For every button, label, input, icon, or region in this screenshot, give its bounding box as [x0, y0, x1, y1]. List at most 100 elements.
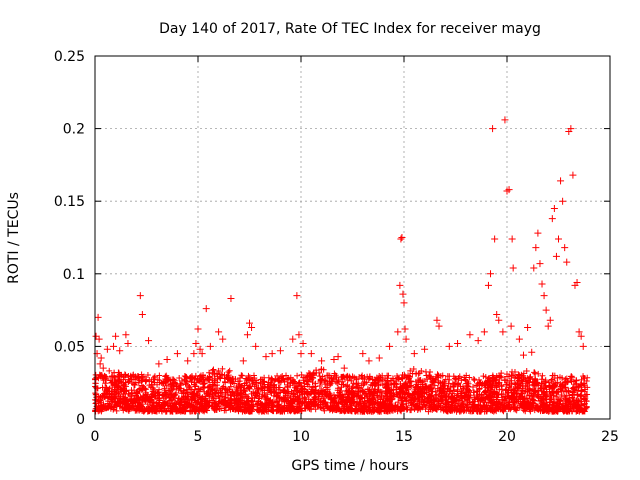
y-tick-label: 0.05: [54, 339, 85, 355]
data-point: [136, 292, 144, 300]
data-point: [557, 177, 565, 185]
data-point: [299, 339, 307, 347]
data-point: [190, 350, 198, 358]
data-point: [567, 125, 575, 133]
data-point: [202, 305, 210, 313]
data-point: [505, 186, 513, 194]
data-point: [103, 345, 111, 353]
data-point: [487, 270, 495, 278]
data-point: [577, 332, 585, 340]
data-point: [268, 350, 276, 358]
y-tick-label: 0.15: [54, 194, 85, 210]
data-point: [145, 337, 153, 345]
data-point: [484, 281, 492, 289]
data-point: [112, 332, 120, 340]
data-point: [542, 306, 550, 314]
data-point: [569, 171, 577, 179]
data-point: [297, 350, 305, 358]
data-point: [530, 264, 538, 272]
x-tick-label: 10: [292, 429, 310, 445]
data-point: [307, 350, 315, 358]
data-point: [507, 322, 515, 330]
y-tick-label: 0.2: [63, 122, 85, 138]
data-point: [509, 264, 517, 272]
data-point: [433, 316, 441, 324]
data-point: [515, 335, 523, 343]
data-point: [262, 353, 270, 361]
data-point: [375, 354, 383, 362]
data-point: [359, 350, 367, 358]
data-point: [97, 354, 105, 362]
data-point: [122, 331, 130, 339]
y-axis-ticks: 0 0.05 0.1 0.15 0.2 0.25: [54, 49, 610, 428]
x-tick-label: 20: [498, 429, 516, 445]
x-axis-ticks: 0 5 10 15 20 25: [91, 56, 619, 445]
data-point: [124, 339, 132, 347]
data-point: [399, 290, 407, 298]
data-point: [394, 328, 402, 336]
data-point: [573, 279, 581, 287]
data-point: [340, 364, 348, 372]
baseline-markers: [92, 365, 591, 415]
data-point: [289, 335, 297, 343]
data-point: [243, 331, 251, 339]
data-point: [536, 260, 544, 268]
data-point: [365, 357, 373, 365]
x-tick-label: 15: [395, 429, 413, 445]
data-point: [116, 347, 124, 355]
data-point: [534, 229, 542, 237]
data-point: [454, 339, 462, 347]
data-point: [386, 342, 394, 350]
data-point: [248, 324, 256, 332]
data-point: [198, 350, 206, 358]
data-point: [397, 235, 405, 243]
data-point: [184, 357, 192, 365]
data-point: [196, 345, 204, 353]
data-points: [92, 116, 587, 372]
data-point: [295, 331, 303, 339]
data-point: [246, 319, 253, 327]
data-point: [579, 342, 587, 350]
data-point: [92, 332, 100, 340]
data-point: [138, 310, 146, 318]
x-tick-label: 5: [194, 429, 203, 445]
data-point: [401, 325, 409, 333]
data-point: [480, 328, 488, 336]
data-point: [555, 235, 562, 243]
data-point: [546, 316, 554, 324]
data-point: [194, 325, 202, 333]
data-point: [334, 353, 342, 361]
data-point: [155, 360, 163, 368]
data-point: [493, 310, 501, 318]
data-point: [435, 322, 443, 330]
data-point: [252, 342, 260, 350]
data-point: [96, 360, 104, 368]
data-point: [538, 280, 546, 288]
x-tick-label: 0: [91, 429, 100, 445]
data-point: [219, 335, 227, 343]
plot-frame: [94, 55, 611, 420]
data-point: [410, 350, 418, 358]
data-point: [276, 347, 284, 355]
data-point: [491, 235, 499, 243]
data-point: [293, 292, 301, 300]
data-point: [548, 215, 556, 223]
data-point: [501, 116, 509, 124]
data-point: [552, 252, 560, 260]
data-point: [561, 244, 569, 252]
baseline-band-markers: [92, 365, 591, 415]
x-axis-label: GPS time / hours: [291, 458, 408, 474]
data-point: [528, 348, 536, 356]
data-point: [544, 322, 552, 330]
data-point: [396, 281, 404, 289]
data-point: [330, 355, 338, 363]
data-point: [575, 328, 583, 336]
data-point: [421, 345, 429, 353]
y-axis-label: ROTI / TECUs: [6, 192, 22, 284]
data-point: [540, 292, 548, 300]
grid-lines: [95, 56, 610, 419]
y-tick-label: 0.25: [54, 49, 85, 65]
data-point: [163, 355, 171, 363]
data-point: [445, 342, 453, 350]
